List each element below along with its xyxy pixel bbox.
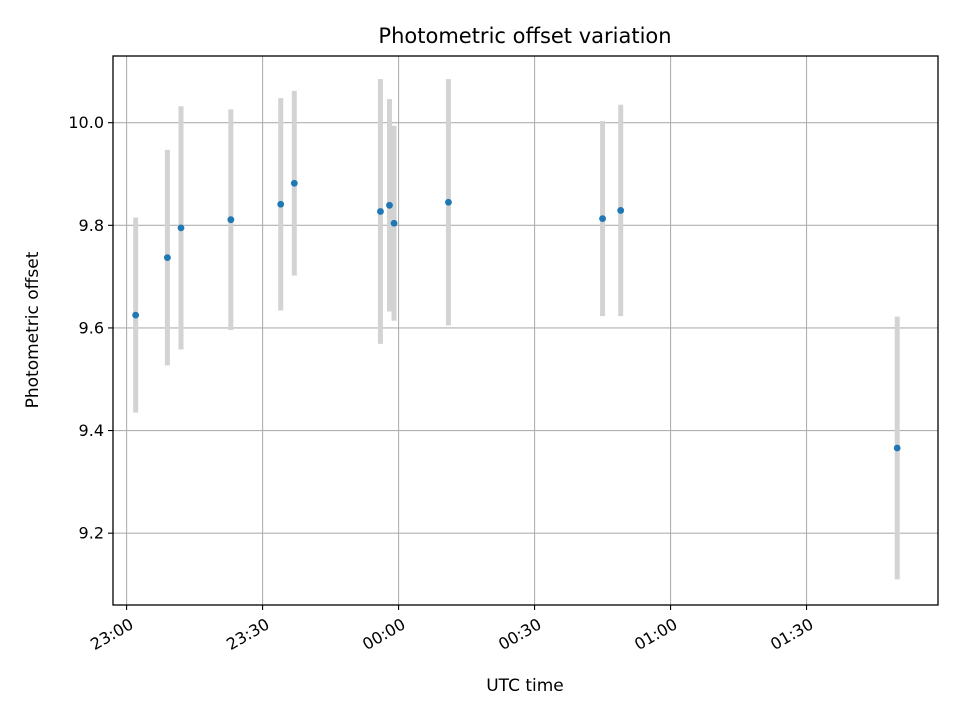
grid [113, 56, 938, 605]
data-point [617, 207, 625, 214]
data-point [132, 311, 140, 319]
y-ticks: 9.2 9.4 9.6 9.8 10.0 [68, 113, 113, 543]
data-point [227, 216, 235, 224]
y-tick-label: 9.6 [79, 318, 104, 337]
data-point [386, 201, 393, 209]
y-tick-label: 9.4 [79, 421, 104, 440]
data-points [132, 179, 901, 452]
data-point [377, 208, 384, 215]
chart-title: Photometric offset variation [378, 24, 671, 48]
x-axis-label: UTC time [486, 676, 564, 696]
data-point [163, 254, 171, 262]
data-point [445, 198, 452, 206]
y-tick-label: 10.0 [68, 113, 104, 132]
y-axis-label: Photometric offset [23, 251, 43, 408]
y-tick-label: 9.8 [79, 216, 104, 235]
y-tick-label: 9.2 [79, 524, 104, 543]
data-point [390, 219, 398, 227]
data-point [290, 179, 298, 187]
data-point [177, 224, 185, 232]
plot-frame [112, 55, 939, 606]
data-point [599, 215, 606, 223]
data-point [893, 444, 901, 452]
data-point [277, 200, 285, 208]
